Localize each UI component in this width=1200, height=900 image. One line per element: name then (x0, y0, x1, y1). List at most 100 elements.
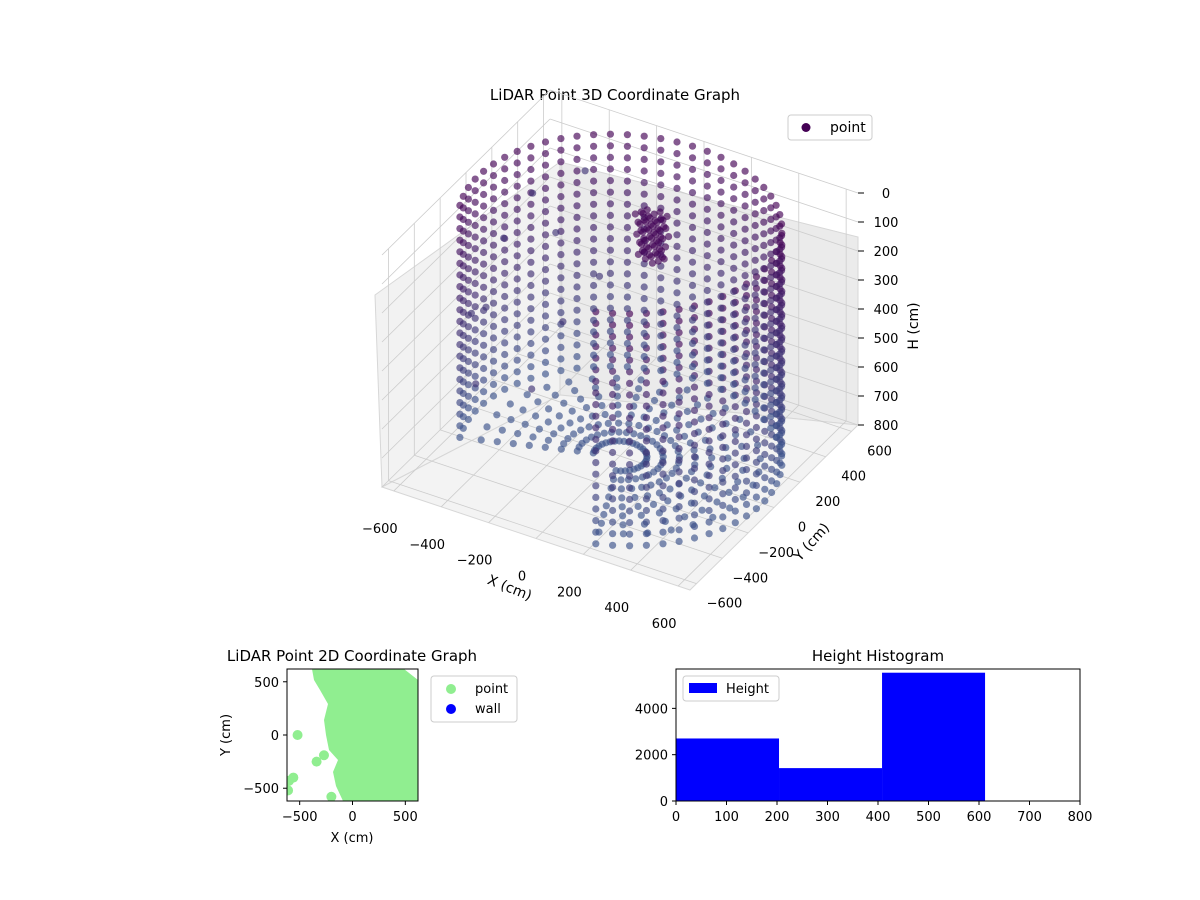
scatter-point-2d (292, 730, 303, 740)
scatter-point-3d (541, 335, 550, 343)
x-tick-3d: 200 (557, 585, 582, 600)
legend-histogram-label: Height (726, 682, 769, 697)
scatter-point-3d (489, 346, 498, 354)
scatter-point-3d (752, 447, 761, 455)
scatter-point-3d (659, 412, 667, 420)
scatter-point-3d (581, 167, 589, 175)
scatter-point-3d (513, 217, 521, 225)
scatter-point-3d (760, 288, 768, 296)
scatter-point-3d (592, 459, 600, 467)
scatter-point-3d (527, 258, 535, 266)
scatter-point-3d (662, 224, 670, 232)
scatter-point-3d (501, 385, 509, 393)
scatter-point-3d (731, 519, 739, 527)
scatter-point-3d (659, 435, 667, 443)
scatter-point-3d (761, 450, 769, 459)
scatter-point-3d (741, 353, 749, 361)
scatter-point-3d (489, 160, 498, 168)
scatter-point-3d (590, 281, 598, 290)
scatter-point-3d (590, 351, 598, 359)
scatter-point-3d (751, 187, 759, 195)
scatter-point-3d (673, 196, 681, 204)
scatter-point-3d (592, 435, 600, 443)
scatter-point-3d (609, 414, 617, 422)
scatter-point-3d (501, 350, 509, 359)
histogram-title: Height Histogram (812, 647, 944, 665)
scatter-point-3d (675, 537, 683, 546)
scatter-point-3d (650, 396, 659, 405)
scatter-point-3d (767, 285, 775, 293)
scatter-point-3d (673, 277, 681, 285)
scatter-point-3d (730, 322, 738, 330)
scatter-point-3d (685, 421, 693, 429)
tick-labels-histogram: 0 100 200 300 400 500 600 700 800 0 2000 4000 (635, 702, 1093, 825)
scatter-point-3d (592, 528, 600, 536)
scatter-point-3d (541, 231, 550, 239)
scatter-point-3d (690, 441, 699, 449)
scatter-point-3d (541, 312, 550, 320)
scatter-point-3d (527, 316, 535, 324)
scatter-point-3d (742, 431, 751, 439)
scatter-point-3d (471, 349, 479, 357)
scatter-point-3d (501, 292, 509, 301)
scatter-point-3d (501, 362, 509, 370)
scatter-point-3d (626, 449, 634, 457)
scatter-point-3d (656, 208, 664, 216)
scatter-point-3d (688, 258, 697, 266)
scatter-point-3d (760, 415, 768, 423)
scatter-point-3d (683, 386, 691, 394)
scatter-point-3d (527, 339, 535, 348)
scatter-point-3d (501, 200, 509, 208)
scatter-point-3d (623, 270, 632, 278)
scatter-point-3d (541, 289, 550, 297)
scatter-point-3d (767, 320, 775, 328)
scatter-point-3d (751, 361, 759, 369)
scatter-point-3d (464, 381, 472, 389)
scatter-point-3d (623, 258, 632, 266)
scatter-point-3d (606, 200, 615, 208)
scatter-point-3d (513, 298, 521, 306)
scatter-point-3d (760, 299, 768, 307)
scatter-point-3d (591, 384, 600, 392)
scatter-point-3d (773, 480, 781, 488)
scatter-point-3d (688, 363, 697, 371)
scatter-point-3d (557, 285, 565, 293)
scatter-point-3d (634, 250, 643, 258)
chart-2d: LiDAR Point 2D Coordinate Graph −500 0 500… (219, 647, 518, 846)
y-tick-3d: −600 (707, 597, 743, 612)
scatter-point-3d (760, 334, 768, 342)
scatter-point-3d (742, 442, 751, 450)
scatter-point-3d (642, 495, 651, 503)
scatter-point-3d (688, 270, 697, 278)
scatter-point-3d (719, 501, 727, 509)
scatter-point-3d (570, 430, 578, 438)
scatter-point-3d (513, 159, 521, 167)
scatter-point-3d (527, 351, 535, 359)
scatter-point-3d (760, 195, 768, 203)
scatter-point-3d (642, 530, 651, 538)
scatter-point-3d (609, 472, 617, 480)
scatter-point-3d (730, 357, 738, 365)
scatter-point-3d (604, 419, 612, 427)
scatter-point-3d (590, 200, 598, 208)
scatter-point-3d (717, 223, 725, 231)
scatter-point-3d (480, 190, 488, 199)
scatter-point-3d (590, 258, 598, 266)
scatter-point-3d (557, 445, 565, 453)
scatter-point-3d (626, 495, 634, 503)
scatter-point-3d (541, 300, 550, 308)
scatter-point-3d (464, 392, 472, 400)
y-tick-3d: 0 (798, 521, 806, 536)
scatter-point-3d (688, 351, 697, 359)
scatter-point-3d (657, 181, 665, 189)
scatter-point-3d (730, 183, 738, 191)
scatter-point-3d (667, 526, 675, 534)
scatter-point-3d (637, 432, 645, 440)
scatter-point-3d (527, 363, 535, 371)
scatter-point-3d (535, 425, 544, 433)
scatter-point-3d (544, 418, 552, 426)
y-tick-3d: −200 (758, 546, 794, 561)
scatter-point-3d (717, 350, 725, 359)
scatter-point-3d (623, 131, 632, 139)
scatter-point-3d (480, 167, 488, 175)
